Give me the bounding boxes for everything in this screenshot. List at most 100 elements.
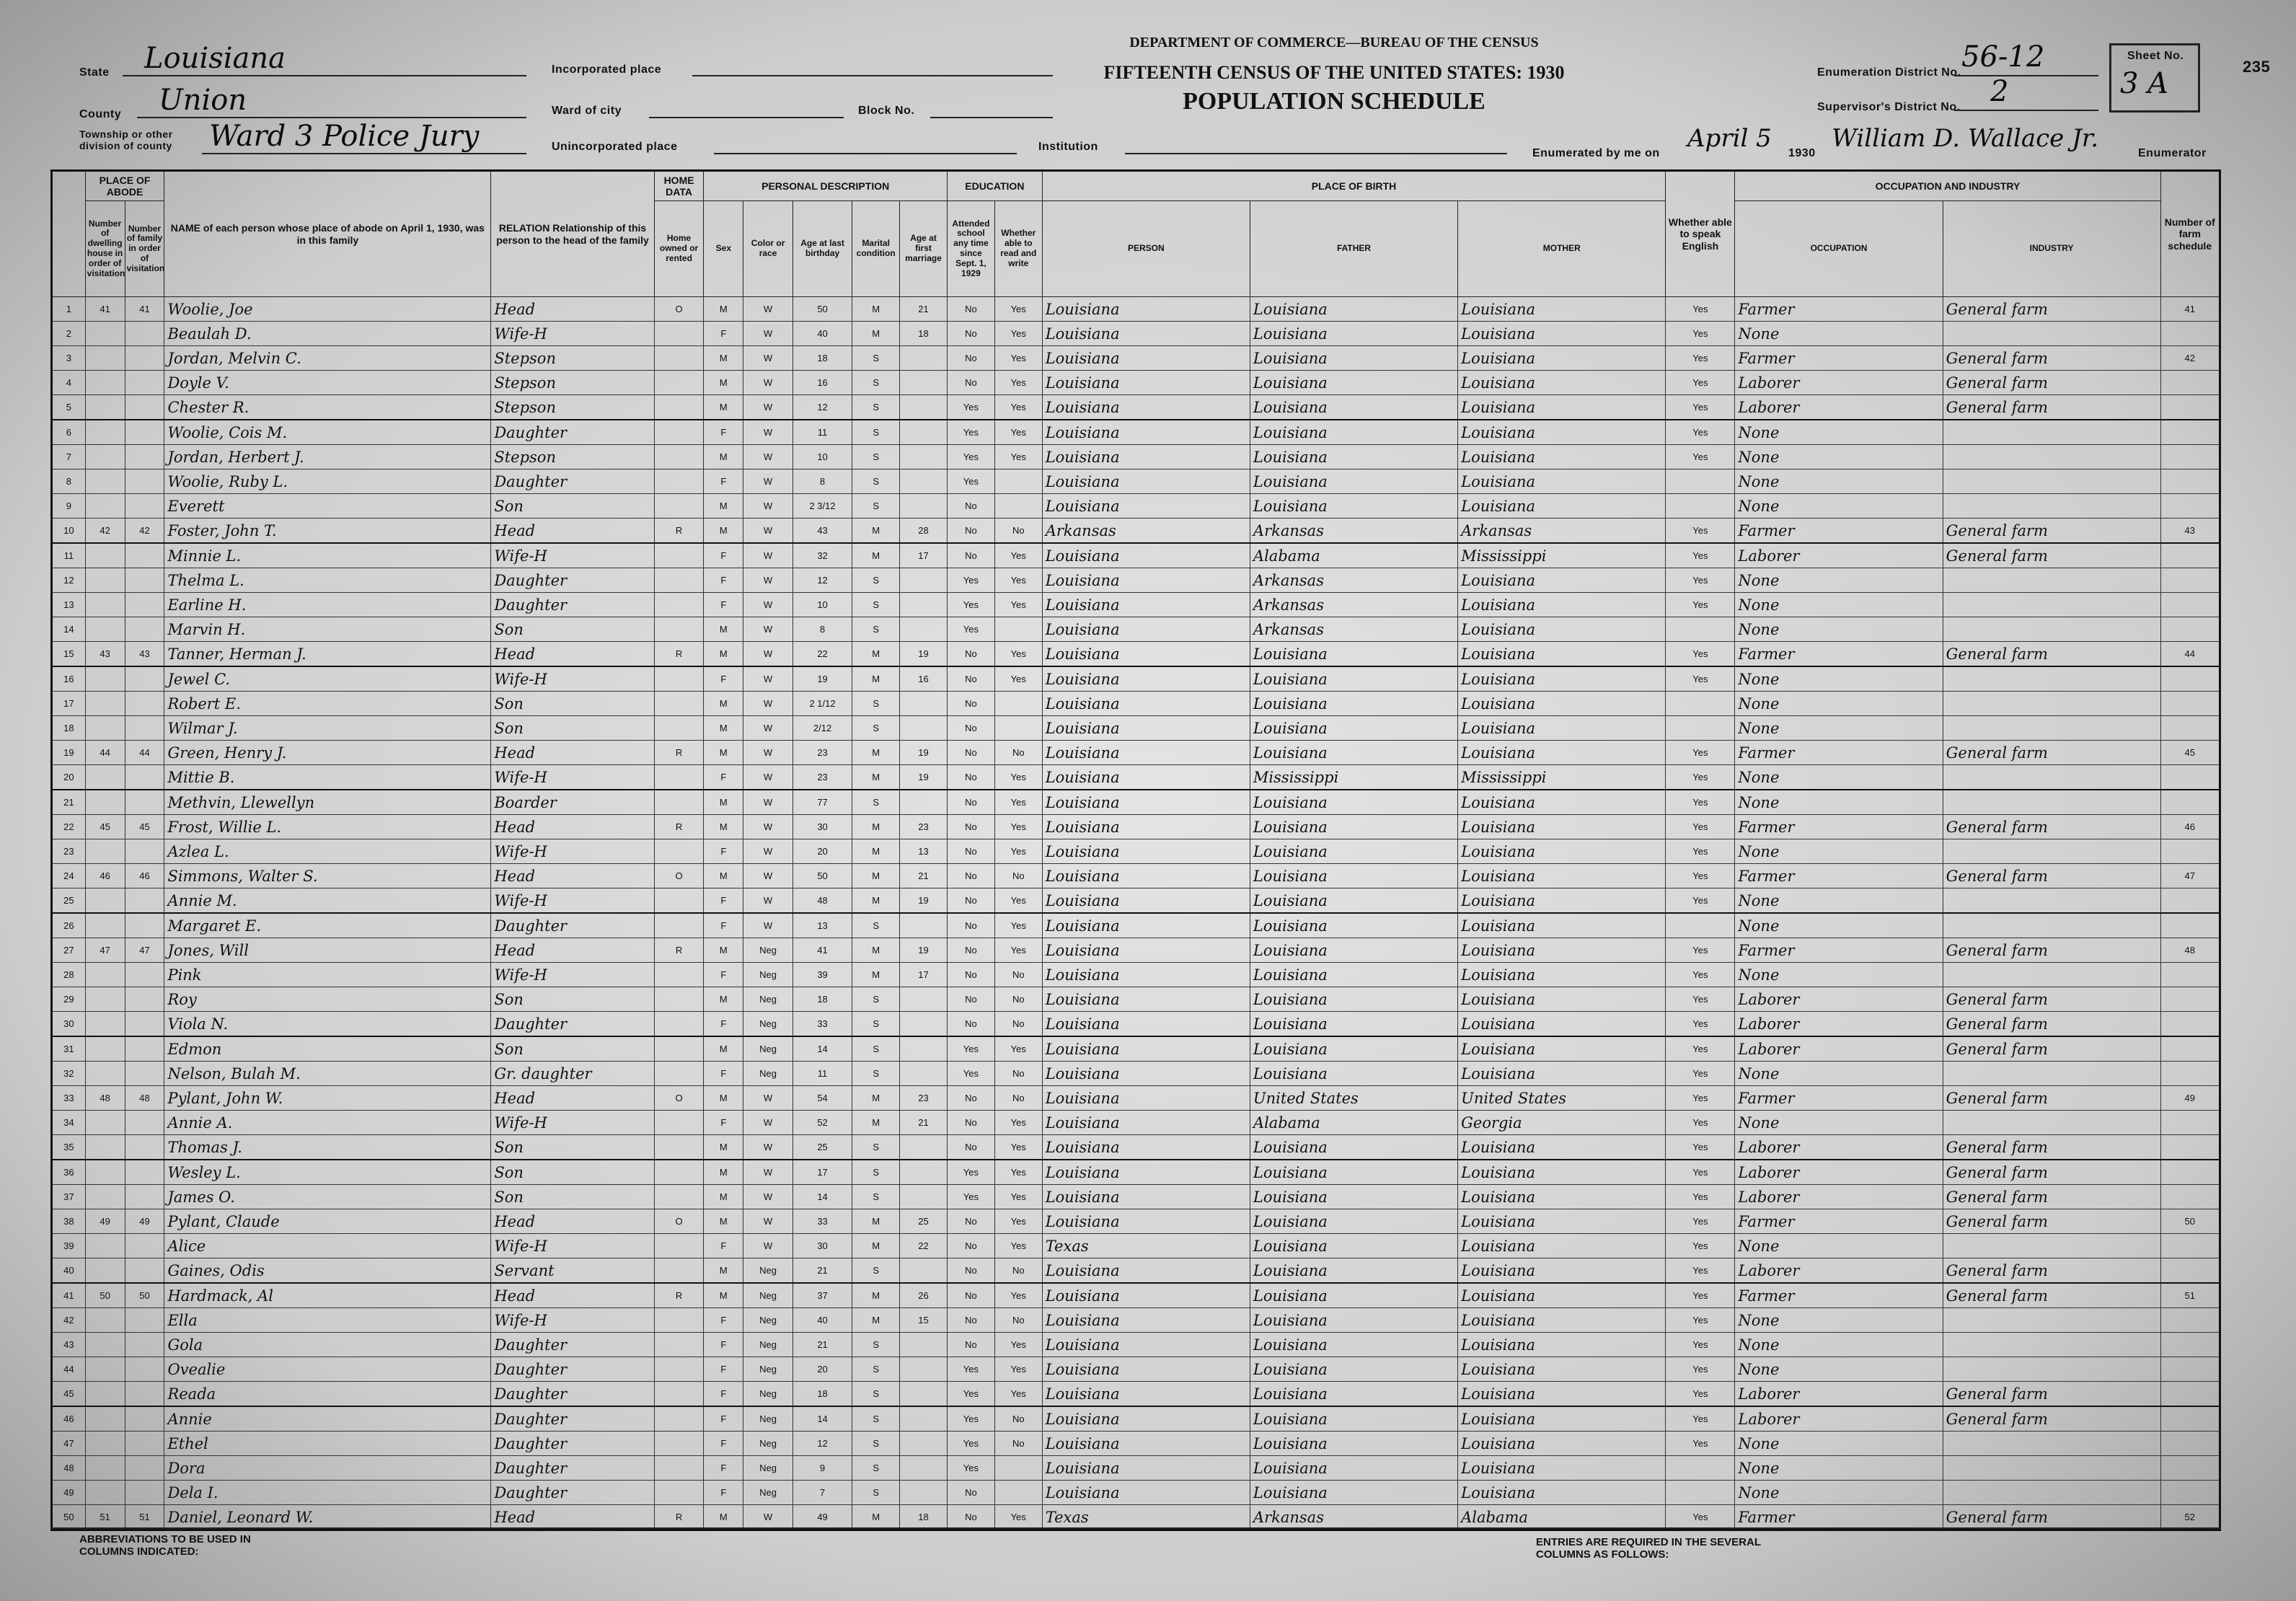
cell-birthplace: Louisiana xyxy=(1041,666,1250,692)
cell-birthplace: Arkansas xyxy=(1041,518,1250,544)
cell-sex: M xyxy=(703,1085,744,1111)
cell-school: No xyxy=(946,296,995,322)
cell-read xyxy=(994,691,1043,716)
cell-mother: Louisiana xyxy=(1457,962,1666,987)
cell-marital: S xyxy=(852,444,901,469)
column-header: RELATION Relationship of this person to … xyxy=(490,170,655,297)
cell-sex: M xyxy=(703,394,744,420)
cell-name: Woolie, Cois M. xyxy=(164,419,492,445)
cell-age: 41 xyxy=(792,938,853,963)
cell-relation: Daughter xyxy=(490,1381,655,1407)
cell-english: Yes xyxy=(1665,814,1736,839)
cell-school: No xyxy=(946,345,995,371)
cell-line: 32 xyxy=(51,1061,86,1086)
cell-sex: F xyxy=(703,1233,744,1258)
column-header: INDUSTRY xyxy=(1942,200,2161,297)
cell-mother: Louisiana xyxy=(1457,1431,1666,1456)
column-header: FATHER xyxy=(1249,200,1459,297)
cell-line: 28 xyxy=(51,962,86,987)
cell-father: Louisiana xyxy=(1249,469,1459,494)
cell-english: Yes xyxy=(1665,789,1736,815)
cell-marital: S xyxy=(852,1036,901,1062)
cell-line: 23 xyxy=(51,839,86,864)
cell-dwelling xyxy=(84,789,125,815)
cell-family: 43 xyxy=(124,641,165,667)
cell-home xyxy=(653,1134,705,1160)
rule xyxy=(137,117,526,118)
cell-dwelling: 43 xyxy=(84,641,125,667)
cell-line: 11 xyxy=(51,542,86,568)
cell-age-married: 26 xyxy=(899,1282,948,1308)
cell-mother: Mississippi xyxy=(1457,542,1666,568)
cell-name: Mittie B. xyxy=(164,764,492,790)
cell-marital: M xyxy=(852,1282,901,1308)
cell-family: 49 xyxy=(124,1209,165,1234)
cell-marital: S xyxy=(852,568,901,593)
cell-age: 8 xyxy=(792,617,853,642)
cell-birthplace: Louisiana xyxy=(1041,592,1250,617)
cell-father: Louisiana xyxy=(1249,1258,1459,1284)
entries-note: ENTRIES ARE REQUIRED IN THE SEVERAL COLU… xyxy=(1536,1536,1761,1561)
table-row: 10 42 42 Foster, John T. Head R M W 43 M 28 No No Ark… xyxy=(51,518,2221,544)
cell-dwelling xyxy=(84,839,125,864)
cell-occupation: Laborer xyxy=(1734,542,1943,568)
cell-age: 40 xyxy=(792,321,853,346)
cell-school: No xyxy=(946,691,995,716)
cell-relation: Stepson xyxy=(490,370,655,395)
cell-mother: United States xyxy=(1457,1085,1666,1111)
cell-mother: Louisiana xyxy=(1457,394,1666,420)
cell-relation: Wife-H xyxy=(490,1307,655,1333)
table-row: 14 Marvin H. Son M W 8 S Yes Louisiana Arkansas Lo… xyxy=(51,617,2221,642)
cell-school: Yes xyxy=(946,592,995,617)
cell-industry: General farm xyxy=(1942,518,2161,544)
cell-industry xyxy=(1942,1357,2161,1382)
cell-home xyxy=(653,1357,705,1382)
cell-english: Yes xyxy=(1665,1085,1736,1111)
cell-school: No xyxy=(946,1209,995,1234)
cell-age-married: 22 xyxy=(899,1233,948,1258)
cell-english: Yes xyxy=(1665,1036,1736,1062)
cell-race: W xyxy=(743,444,793,469)
table-row: 29 Roy Son M Neg 18 S No No Louisiana Louisiana Lou… xyxy=(51,987,2221,1012)
cell-family xyxy=(124,1381,165,1407)
cell-english: Yes xyxy=(1665,444,1736,469)
cell-industry: General farm xyxy=(1942,1085,2161,1111)
cell-family: 41 xyxy=(124,296,165,322)
cell-relation: Head xyxy=(490,1209,655,1234)
cell-read: Yes xyxy=(994,568,1043,593)
cell-read: Yes xyxy=(994,1036,1043,1062)
cell-english: Yes xyxy=(1665,1110,1736,1135)
cell-relation: Gr. daughter xyxy=(490,1061,655,1086)
cell-dwelling xyxy=(84,394,125,420)
cell-family xyxy=(124,1332,165,1357)
cell-father: Louisiana xyxy=(1249,814,1459,839)
cell-marital: M xyxy=(852,1209,901,1234)
cell-english: Yes xyxy=(1665,1282,1736,1308)
cell-dwelling xyxy=(84,345,125,371)
cell-english xyxy=(1665,469,1736,494)
cell-age: 48 xyxy=(792,888,853,914)
cell-industry: General farm xyxy=(1942,987,2161,1012)
cell-read: Yes xyxy=(994,938,1043,963)
cell-name: Hardmack, Al xyxy=(164,1282,492,1308)
cell-read: No xyxy=(994,740,1043,765)
cell-father: Louisiana xyxy=(1249,715,1459,741)
cell-age: 21 xyxy=(792,1332,853,1357)
cell-farm xyxy=(2160,1258,2221,1284)
rule xyxy=(714,153,1017,154)
cell-relation: Stepson xyxy=(490,394,655,420)
cell-dwelling xyxy=(84,1455,125,1481)
cell-sex: M xyxy=(703,938,744,963)
table-row: 25 Annie M. Wife-H F W 48 M 19 No Yes Louisiana Lou… xyxy=(51,888,2221,914)
column-header: Age at first marriage xyxy=(899,200,948,297)
cell-read: Yes xyxy=(994,444,1043,469)
cell-home xyxy=(653,617,705,642)
cell-home xyxy=(653,1406,705,1432)
cell-english: Yes xyxy=(1665,839,1736,864)
cell-race: W xyxy=(743,1085,793,1111)
cell-school: No xyxy=(946,641,995,667)
cell-age: 33 xyxy=(792,1011,853,1037)
cell-industry: General farm xyxy=(1942,1258,2161,1284)
cell-family xyxy=(124,839,165,864)
cell-father: Louisiana xyxy=(1249,839,1459,864)
